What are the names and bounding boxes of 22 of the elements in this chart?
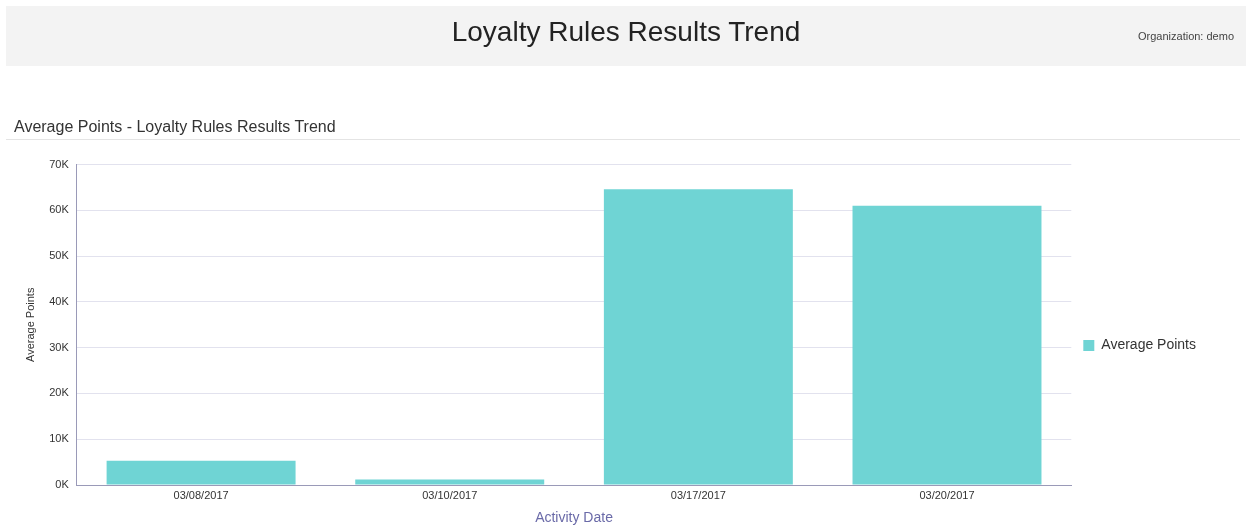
x-tick-label: 03/08/2017 (173, 488, 229, 501)
y-tick-label: 10K (49, 432, 70, 445)
y-tick-label: 20K (49, 386, 70, 399)
y-tick-label: 30K (49, 340, 70, 353)
y-tick-label: 40K (49, 294, 70, 307)
y-tick-label: 60K (49, 203, 70, 216)
y-tick-label: 50K (49, 249, 70, 262)
x-axis-title: Activity Date (535, 509, 614, 526)
y-axis-title: Average Points (23, 287, 36, 362)
chart-subtitle: Average Points - Loyalty Rules Results Trend (14, 118, 336, 136)
x-tick-label: 03/10/2017 (422, 488, 478, 501)
x-tick-label: 03/20/2017 (919, 488, 975, 501)
legend-label: Average Points (1101, 336, 1197, 353)
bar (603, 189, 793, 485)
chart-title: Loyalty Rules Results Trend (451, 16, 801, 47)
bar (852, 205, 1042, 485)
text: Organization: demo (1138, 30, 1234, 42)
y-tick-label: 0K (55, 478, 70, 491)
bar (355, 479, 545, 485)
y-tick-label: 70K (49, 157, 70, 170)
x-tick-label: 03/17/2017 (670, 488, 726, 501)
bar (106, 460, 296, 485)
